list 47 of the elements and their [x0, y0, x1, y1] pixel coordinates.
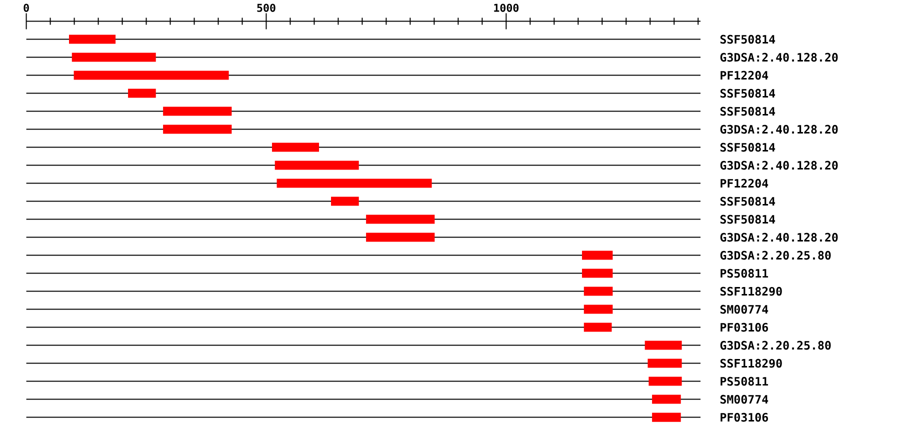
y-tick-label: G3DSA:2.40.128.20 — [720, 160, 838, 170]
y-tick-label: SM00774 — [720, 394, 768, 404]
bar — [274, 160, 359, 170]
bar — [276, 178, 432, 188]
bar — [128, 88, 156, 98]
y-tick-label: SSF50814 — [720, 214, 776, 224]
y-tick-label: PF12204 — [720, 178, 768, 188]
y-tick-label: SM00774 — [720, 304, 768, 314]
bar — [366, 232, 435, 242]
y-tick-label: G3DSA:2.40.128.20 — [720, 124, 838, 134]
y-tick-label: SSF50814 — [720, 34, 776, 44]
y-tick-label: PF12204 — [720, 70, 768, 80]
y-tick-label: SSF50814 — [720, 88, 776, 98]
bar — [72, 52, 156, 62]
y-tick-label: SSF50814 — [720, 196, 776, 206]
bar — [584, 322, 612, 332]
y-tick-label: SSF50814 — [720, 142, 776, 152]
x-tick-label: 0 — [24, 4, 29, 12]
bar — [584, 286, 613, 296]
y-tick-label: G3DSA:2.40.128.20 — [720, 52, 838, 62]
bar — [582, 250, 613, 260]
y-tick-label: PF03106 — [720, 412, 768, 422]
bar — [163, 106, 232, 116]
y-tick-label: PS50811 — [720, 376, 768, 386]
y-tick-label: G3DSA:2.40.128.20 — [720, 232, 838, 242]
y-tick-label: SSF118290 — [720, 286, 782, 296]
x-tick-label: 1000 — [494, 4, 519, 12]
y-tick-label: SSF118290 — [720, 358, 782, 368]
y-tick-label: G3DSA:2.20.25.80 — [720, 340, 831, 350]
bar — [582, 268, 613, 278]
bar — [644, 340, 682, 350]
y-tick-label: PS50811 — [720, 268, 768, 278]
bar — [163, 124, 232, 134]
bar — [74, 70, 229, 80]
bar — [331, 196, 359, 206]
bar — [584, 304, 613, 314]
bar — [652, 394, 681, 404]
bar — [652, 412, 681, 422]
bar — [366, 214, 435, 224]
bar — [69, 34, 116, 44]
y-tick-label: G3DSA:2.20.25.80 — [720, 250, 831, 260]
y-tick-label: SSF50814 — [720, 106, 776, 116]
x-tick-label: 500 — [257, 4, 276, 12]
bar — [272, 142, 320, 152]
y-tick-label: PF03106 — [720, 322, 768, 332]
bar — [648, 358, 682, 368]
bar — [648, 376, 682, 386]
